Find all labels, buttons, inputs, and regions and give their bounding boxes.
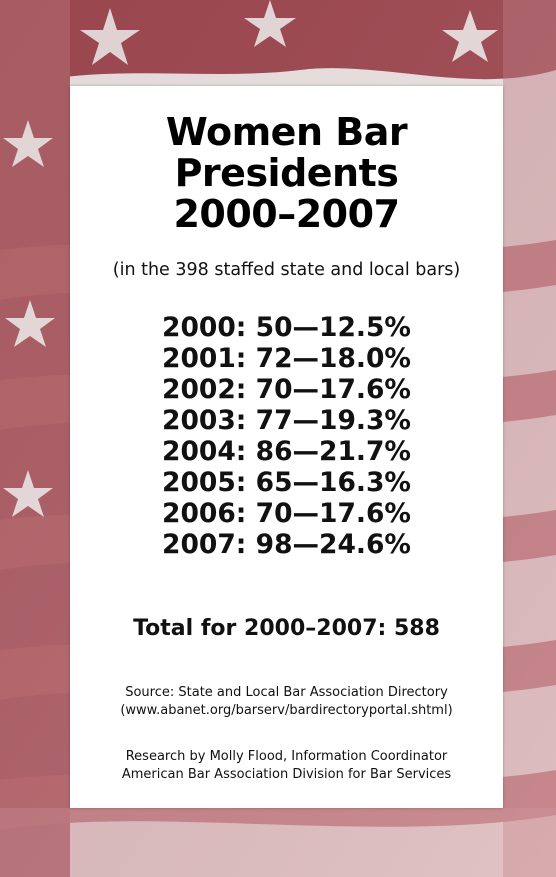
stat-row-2001: 2001: 72—18.0% [162,343,411,374]
total-line: Total for 2000–2007: 588 [133,616,440,641]
stat-row-2006: 2006: 70—17.6% [162,498,411,529]
stat-row-2003: 2003: 77—19.3% [162,405,411,436]
page-title: Women Bar Presidents 2000–2007 [70,112,503,235]
stat-row-2007: 2007: 98—24.6% [162,529,411,560]
source-note: Source: State and Local Bar Association … [70,684,503,720]
credit-line-1: Research by Molly Flood, Information Coo… [125,749,448,764]
stat-row-2002: 2002: 70—17.6% [162,374,411,405]
stat-row-2000: 2000: 50—12.5% [162,312,411,343]
info-card: Women Bar Presidents 2000–2007 (in the 3… [70,86,503,808]
stats-list: 2000: 50—12.5% 2001: 72—18.0% 2002: 70—1… [70,312,503,560]
credit-line-2: American Bar Association Division for Ba… [121,767,452,782]
stat-row-2005: 2005: 65—16.3% [162,467,411,498]
source-line-2: (www.abanet.org/barserv/bardirectoryport… [120,703,453,718]
title-line-2: Presidents [174,151,399,195]
subtitle: (in the 398 staffed state and local bars… [112,260,461,280]
title-line-3: 2000–2007 [173,192,400,236]
credit-note: Research by Molly Flood, Information Coo… [70,748,503,784]
source-line-1: Source: State and Local Bar Association … [125,685,448,700]
stat-row-2004: 2004: 86—21.7% [162,436,411,467]
title-line-1: Women Bar [165,110,408,154]
